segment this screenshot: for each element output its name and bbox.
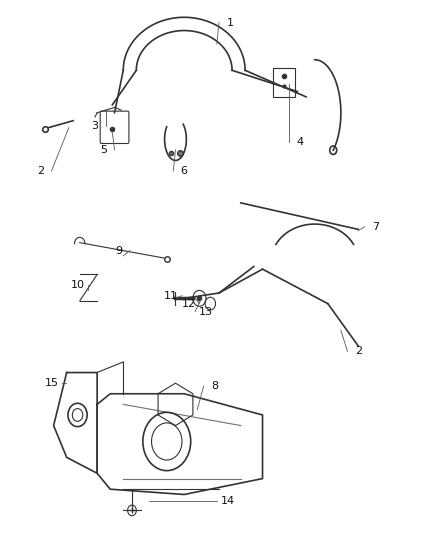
Text: 9: 9 [115, 246, 123, 256]
Text: 1: 1 [226, 18, 233, 28]
Text: 12: 12 [181, 298, 196, 309]
Text: 8: 8 [211, 381, 218, 391]
Text: 4: 4 [296, 137, 303, 147]
Text: 13: 13 [199, 306, 213, 317]
Text: 7: 7 [372, 222, 379, 232]
Text: 15: 15 [44, 378, 58, 388]
Text: 10: 10 [71, 280, 85, 290]
Bar [273, 68, 295, 97]
Text: 2: 2 [37, 166, 44, 176]
Text: 2: 2 [355, 346, 362, 357]
Text: 14: 14 [221, 496, 235, 506]
Text: 11: 11 [164, 290, 178, 301]
Text: 6: 6 [181, 166, 187, 176]
Text: 3: 3 [92, 121, 99, 131]
Text: 5: 5 [100, 145, 107, 155]
